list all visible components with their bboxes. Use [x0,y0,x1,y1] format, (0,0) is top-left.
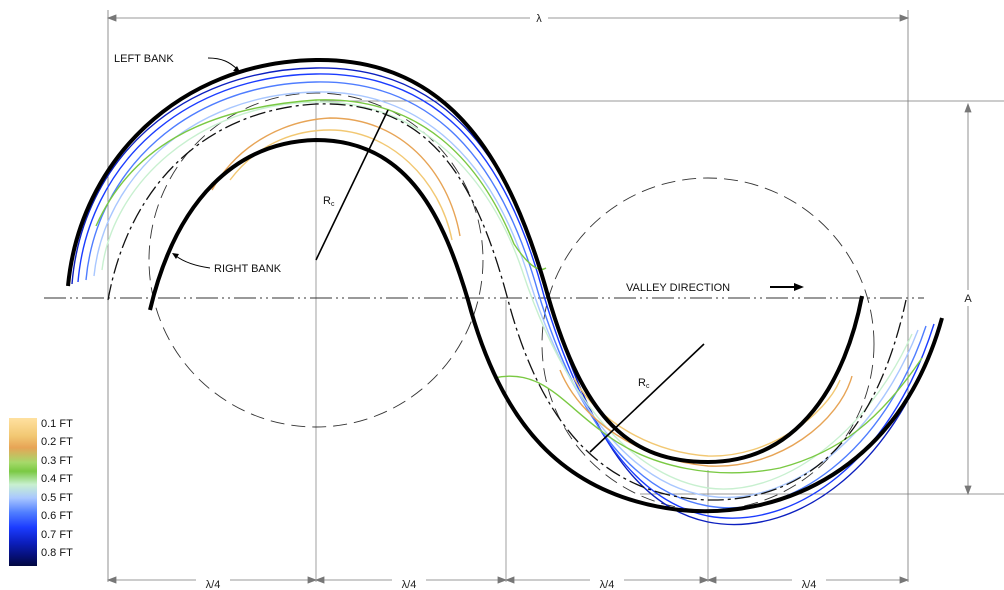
curvature-circle-left [148,92,484,428]
amplitude-label: A [964,293,972,305]
radius-line-right [589,343,705,453]
legend-item-0-2: 0.2 FT [41,436,73,448]
wavelength-label: λ [536,13,542,25]
right-bank-leader [175,255,211,269]
quarter-wavelength-dimension [106,576,910,584]
left-bank-arrow [233,66,240,72]
legend-item-0-7: 0.7 FT [41,529,73,541]
wavelength-dimension [106,10,910,582]
quarter-label-3: λ/4 [600,579,615,590]
quarter-label-2: λ/4 [402,579,417,590]
radius-line-left [315,109,389,261]
valley-direction-label: VALLEY DIRECTION [626,282,730,294]
legend-item-0-3: 0.3 FT [41,455,73,467]
quarter-guides [315,100,709,582]
channel-centerline [107,103,907,501]
right-bank-label: RIGHT BANK [214,263,282,275]
left-bank-leader [207,57,239,71]
legend-item-0-4: 0.4 FT [41,473,73,485]
legend-item-0-8: 0.8 FT [41,547,73,559]
depth-color-scale [9,418,37,566]
legend-item-0-5: 0.5 FT [41,492,73,504]
left-bank-label: LEFT BANK [114,53,174,65]
right-bank-line [148,137,944,514]
quarter-labels: λ/4 λ/4 λ/4 λ/4 [196,574,826,590]
legend-item-0-6: 0.6 FT [41,510,73,522]
valley-direction-arrow-head [794,283,804,291]
quarter-label-4: λ/4 [802,579,817,590]
right-bank-arrow [172,253,179,259]
radius-label-right: Rc [638,377,650,390]
radius-label-left: Rc [323,195,335,208]
legend-item-0-1: 0.1 FT [41,418,73,430]
left-bank-line [66,57,864,465]
quarter-label-1: λ/4 [206,579,221,590]
